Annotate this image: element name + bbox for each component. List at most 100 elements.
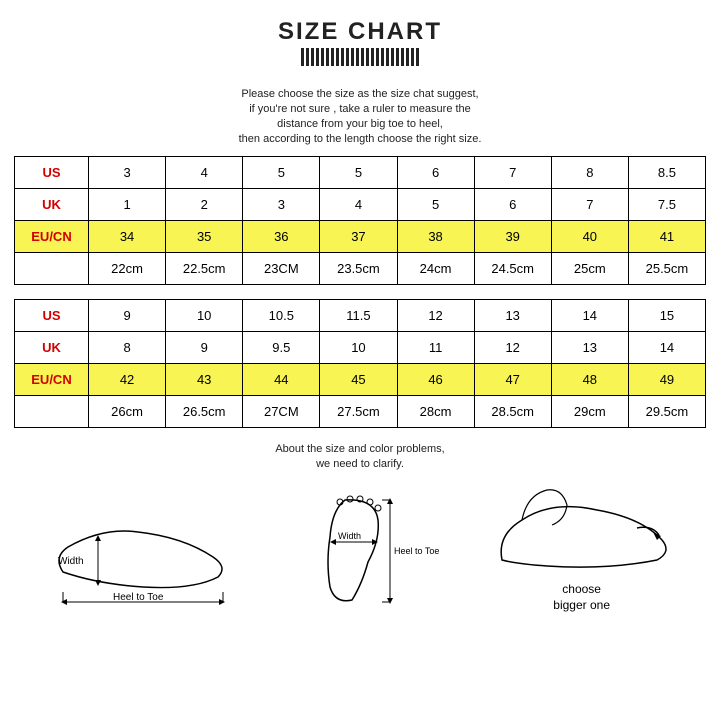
page-title: SIZE CHART	[0, 18, 720, 46]
choose-caption-line2: bigger one	[487, 598, 677, 612]
barcode-graphic	[301, 48, 419, 66]
table-cell: 49	[628, 364, 705, 396]
table-cell: 26.5cm	[166, 396, 243, 428]
heel-to-toe-label: Heel to Toe	[394, 546, 439, 556]
table-cell: 8	[89, 332, 166, 364]
table-cell: 6	[474, 189, 551, 221]
table-cell: 4	[166, 157, 243, 189]
table-cell: 36	[243, 221, 320, 253]
table-cell: 24cm	[397, 253, 474, 285]
us-row: US 9 10 10.5 11.5 12 13 14 15	[15, 300, 706, 332]
table-cell: 8.5	[628, 157, 705, 189]
table-cell: 7	[551, 189, 628, 221]
table-cell: 26cm	[89, 396, 166, 428]
table-cell: 29cm	[551, 396, 628, 428]
table-cell: 10	[320, 332, 397, 364]
table-cell: 3	[89, 157, 166, 189]
clarify-text: About the size and color problems,we nee…	[0, 442, 720, 472]
table-cell: 7	[474, 157, 551, 189]
uk-label: UK	[15, 189, 89, 221]
table-cell: 15	[628, 300, 705, 332]
table-cell: 48	[551, 364, 628, 396]
table-cell: 43	[166, 364, 243, 396]
table-cell: 9	[166, 332, 243, 364]
length-label	[15, 253, 89, 285]
table-cell: 5	[397, 189, 474, 221]
table-cell: 5	[320, 157, 397, 189]
foot-in-shoe-icon	[487, 480, 677, 580]
us-label: US	[15, 157, 89, 189]
table-cell: 24.5cm	[474, 253, 551, 285]
table-cell: 39	[474, 221, 551, 253]
us-label: US	[15, 300, 89, 332]
table-cell: 11.5	[320, 300, 397, 332]
width-label: Width	[338, 531, 361, 541]
table-cell: 13	[551, 332, 628, 364]
table-cell: 25.5cm	[628, 253, 705, 285]
foot-side-icon: Width Heel to Toe	[43, 502, 243, 612]
table-cell: 38	[397, 221, 474, 253]
eu-row: EU/CN 42 43 44 45 46 47 48 49	[15, 364, 706, 396]
choose-caption-line1: choose	[487, 582, 677, 596]
table-cell: 10.5	[243, 300, 320, 332]
table-cell: 34	[89, 221, 166, 253]
table-cell: 6	[397, 157, 474, 189]
eu-row: EU/CN 34 35 36 37 38 39 40 41	[15, 221, 706, 253]
heel-to-toe-label: Heel to Toe	[113, 592, 164, 603]
length-row: 26cm 26.5cm 27CM 27.5cm 28cm 28.5cm 29cm…	[15, 396, 706, 428]
table-cell: 13	[474, 300, 551, 332]
table-cell: 9.5	[243, 332, 320, 364]
table-cell: 27.5cm	[320, 396, 397, 428]
table-cell: 9	[89, 300, 166, 332]
table-cell: 47	[474, 364, 551, 396]
table-cell: 14	[628, 332, 705, 364]
length-row: 22cm 22.5cm 23CM 23.5cm 24cm 24.5cm 25cm…	[15, 253, 706, 285]
table-cell: 11	[397, 332, 474, 364]
table-cell: 37	[320, 221, 397, 253]
title-block: SIZE CHART	[0, 18, 720, 71]
table-cell: 4	[320, 189, 397, 221]
uk-label: UK	[15, 332, 89, 364]
table-cell: 7.5	[628, 189, 705, 221]
table-cell: 42	[89, 364, 166, 396]
table-cell: 25cm	[551, 253, 628, 285]
table-cell: 23CM	[243, 253, 320, 285]
length-label	[15, 396, 89, 428]
uk-row: UK 8 9 9.5 10 11 12 13 14	[15, 332, 706, 364]
table-cell: 46	[397, 364, 474, 396]
table-cell: 3	[243, 189, 320, 221]
table-cell: 35	[166, 221, 243, 253]
table-cell: 41	[628, 221, 705, 253]
footprint-diagram: Width Heel to Toe	[290, 492, 440, 612]
table-cell: 29.5cm	[628, 396, 705, 428]
foot-side-diagram: Width Heel to Toe	[43, 502, 243, 612]
size-table-2: US 9 10 10.5 11.5 12 13 14 15 UK 8 9 9.5…	[14, 299, 706, 428]
table-cell: 45	[320, 364, 397, 396]
diagrams-row: Width Heel to Toe Width	[0, 480, 720, 622]
table-cell: 28.5cm	[474, 396, 551, 428]
uk-row: UK 1 2 3 4 5 6 7 7.5	[15, 189, 706, 221]
table-cell: 44	[243, 364, 320, 396]
table-cell: 22.5cm	[166, 253, 243, 285]
size-table-1: US 3 4 5 5 6 7 8 8.5 UK 1 2 3 4 5 6 7 7.…	[14, 156, 706, 285]
table-cell: 23.5cm	[320, 253, 397, 285]
table-cell: 12	[474, 332, 551, 364]
table-cell: 40	[551, 221, 628, 253]
table-cell: 27CM	[243, 396, 320, 428]
table-cell: 10	[166, 300, 243, 332]
instructions-text: Please choose the size as the size chat …	[0, 87, 720, 146]
content-root: SIZE CHART Please choose the size as the…	[0, 0, 720, 622]
table-cell: 8	[551, 157, 628, 189]
eu-label: EU/CN	[15, 364, 89, 396]
table-cell: 12	[397, 300, 474, 332]
table-cell: 22cm	[89, 253, 166, 285]
foot-in-shoe-diagram: choose bigger one	[487, 480, 677, 612]
table-cell: 5	[243, 157, 320, 189]
us-row: US 3 4 5 5 6 7 8 8.5	[15, 157, 706, 189]
width-label: Width	[58, 556, 84, 567]
table-cell: 1	[89, 189, 166, 221]
table-cell: 28cm	[397, 396, 474, 428]
eu-label: EU/CN	[15, 221, 89, 253]
footprint-icon: Width Heel to Toe	[290, 492, 440, 612]
tables-wrapper: US 3 4 5 5 6 7 8 8.5 UK 1 2 3 4 5 6 7 7.…	[0, 156, 720, 428]
